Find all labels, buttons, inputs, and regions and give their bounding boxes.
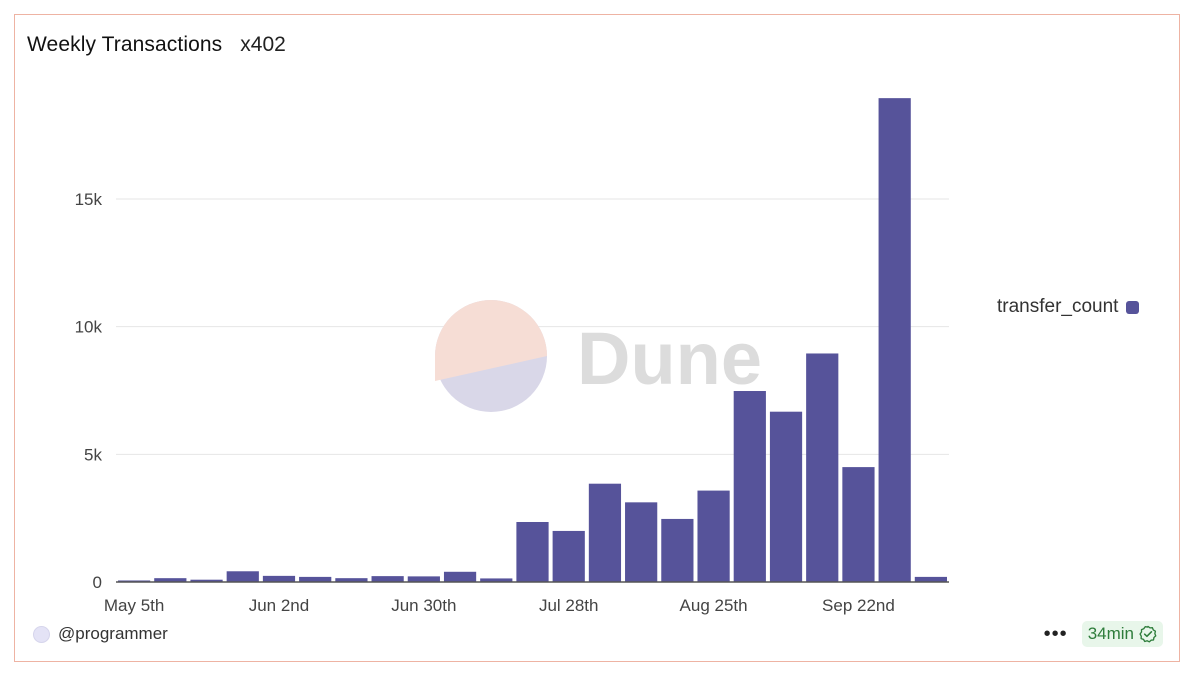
- bar[interactable]: [407, 576, 440, 582]
- bar[interactable]: [914, 576, 947, 582]
- y-tick-label: 10k: [75, 318, 103, 337]
- bar[interactable]: [552, 530, 585, 582]
- y-tick-label: 5k: [84, 445, 102, 464]
- dune-watermark: Dune: [435, 300, 762, 412]
- watermark-text: Dune: [577, 317, 762, 400]
- bar[interactable]: [588, 483, 622, 582]
- bar[interactable]: [516, 521, 549, 582]
- bar[interactable]: [226, 571, 259, 582]
- chart-header: Weekly Transactions x402: [27, 33, 286, 57]
- x-tick-label: May 5th: [104, 596, 164, 615]
- y-tick-label: 0: [93, 573, 102, 592]
- bar[interactable]: [371, 576, 404, 582]
- bar[interactable]: [190, 579, 223, 582]
- bar[interactable]: [299, 576, 332, 582]
- bar[interactable]: [118, 580, 151, 582]
- bar[interactable]: [443, 571, 477, 582]
- x-tick-label: Sep 22nd: [822, 596, 895, 615]
- legend-swatch: [1126, 300, 1140, 314]
- bar[interactable]: [697, 490, 730, 582]
- bar[interactable]: [154, 578, 187, 582]
- bar[interactable]: [625, 502, 658, 582]
- author[interactable]: @programmer: [33, 624, 168, 644]
- legend[interactable]: transfer_count: [997, 296, 1140, 318]
- bar[interactable]: [262, 575, 296, 582]
- bar[interactable]: [335, 578, 368, 582]
- bar[interactable]: [733, 391, 766, 582]
- check-circle-icon: [1139, 625, 1157, 643]
- more-horizontal-icon[interactable]: •••: [1043, 623, 1068, 645]
- chart-subtitle: x402: [240, 33, 286, 56]
- bar[interactable]: [661, 518, 694, 582]
- legend-label: transfer_count: [997, 296, 1119, 317]
- x-tick-label: Jun 30th: [391, 596, 456, 615]
- freshness-text: 34min: [1087, 624, 1134, 643]
- bar-chart: Dune 0 5k 10k 15k May 5th Jun 2nd Jun 30th Jul…: [75, 98, 949, 615]
- bar[interactable]: [878, 98, 911, 582]
- x-axis-ticks: May 5th Jun 2nd Jun 30th Jul 28th Aug 25th Se…: [104, 596, 895, 615]
- chart-card: Weekly Transactions x402 Dune 0 5k 10k 15k …: [14, 14, 1180, 662]
- freshness-badge[interactable]: 34min: [1081, 621, 1163, 647]
- y-axis-ticks: 0 5k 10k 15k: [75, 190, 103, 592]
- bar[interactable]: [769, 411, 803, 582]
- bars: [118, 98, 947, 582]
- bar[interactable]: [480, 578, 513, 582]
- bar[interactable]: [806, 353, 839, 582]
- footer-actions: ••• 34min: [1044, 621, 1163, 647]
- chart-title: Weekly Transactions: [27, 33, 223, 56]
- y-tick-label: 15k: [75, 190, 103, 209]
- x-tick-label: Jul 28th: [539, 596, 599, 615]
- bar[interactable]: [842, 467, 875, 582]
- username[interactable]: @programmer: [58, 624, 168, 643]
- avatar: [33, 625, 50, 643]
- x-tick-label: Aug 25th: [680, 596, 748, 615]
- x-tick-label: Jun 2nd: [249, 596, 310, 615]
- watermark-logo-top: [435, 300, 547, 381]
